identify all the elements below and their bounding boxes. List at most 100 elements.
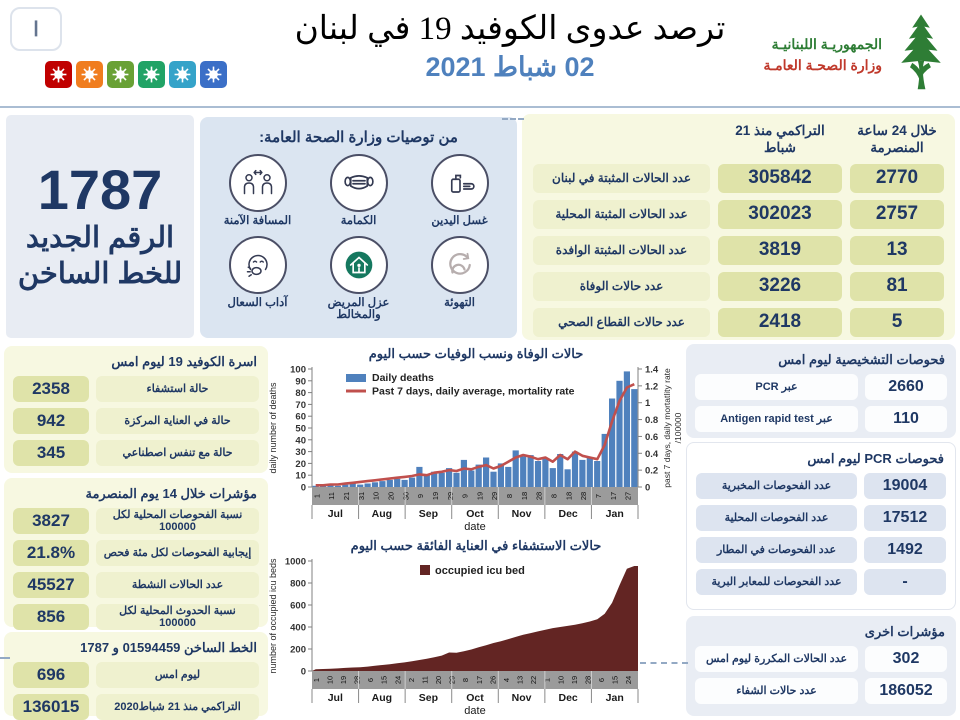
summary-value-cumulative: 3226 xyxy=(718,271,842,301)
svg-text:29: 29 xyxy=(490,492,499,500)
pcr-label: عدد الفحوصات المحلية xyxy=(696,505,857,531)
diagnostic-tests-title: فحوصات التشخيصية ليوم امس xyxy=(778,352,945,367)
svg-text:6: 6 xyxy=(597,678,606,682)
svg-text:9: 9 xyxy=(461,494,470,498)
rec-cough-etiquette: آداب السعال xyxy=(209,235,306,322)
hotline-stat-value: 136015 xyxy=(13,694,89,720)
covid-beds-title: اسرة الكوفيد 19 ليوم امس xyxy=(111,354,257,369)
virus-icon xyxy=(169,61,196,88)
hotline-stats-title: الخط الساخن 01594459 و 1787 xyxy=(80,640,257,655)
hotline-caption-2: للخط الساخن xyxy=(17,257,183,290)
svg-text:600: 600 xyxy=(290,601,306,612)
svg-text:4: 4 xyxy=(502,678,511,682)
svg-text:21: 21 xyxy=(342,492,351,500)
svg-text:10: 10 xyxy=(372,492,381,500)
indicator-label: إيجابية الفحوصات لكل مئة فحص xyxy=(96,540,259,567)
other-indicators-panel: مؤشرات اخرى 302 عدد الحالات المكررة ليوم… xyxy=(686,616,956,716)
summary-value-24h: 81 xyxy=(850,271,944,301)
logo-line-ministry: وزارة الصحـة العامـة xyxy=(763,57,882,73)
summary-value-cumulative: 2418 xyxy=(718,307,842,337)
svg-text:10: 10 xyxy=(325,676,334,684)
diagnostic-value: 2660 xyxy=(865,374,947,400)
beds-label: حالة استشفاء xyxy=(96,376,259,402)
svg-text:50: 50 xyxy=(295,424,306,435)
pcr-label: عدد الفحوصات للمعابر البرية xyxy=(696,569,857,595)
icu-chart: 0200400600800100011019286152421120298172… xyxy=(268,557,639,717)
hotline-stat-value: 696 xyxy=(13,662,89,688)
summary-col-header-spacer xyxy=(533,123,710,157)
indicators-14d-panel: مؤشرات خلال 14 يوم المنصرمة نسبة الفحوصا… xyxy=(4,478,268,631)
recommendations-panel: من توصيات وزارة الصحة العامة: غسل اليدين… xyxy=(200,117,517,338)
svg-text:30: 30 xyxy=(295,447,306,458)
indicator-value: 856 xyxy=(13,604,89,631)
hotline-stat-label: ليوم امس xyxy=(96,662,259,688)
icu-chart-block: حالات الاستشفاء في العناية الفائقة حسب ا… xyxy=(266,538,686,720)
svg-text:13: 13 xyxy=(516,676,525,684)
header-title-block: ترصد عدوى الكوفيد 19 في لبنان 02 شباط 20… xyxy=(280,10,740,83)
svg-text:Nov: Nov xyxy=(512,692,532,704)
svg-text:Jan: Jan xyxy=(606,508,624,520)
hotline-stats-panel: الخط الساخن 01594459 و 1787 ليوم امس 696… xyxy=(4,632,268,720)
summary-row-label: عدد الحالات المثبتة الوافدة xyxy=(533,235,710,265)
mask-icon xyxy=(329,154,388,212)
svg-text:40: 40 xyxy=(295,435,306,446)
hotline-stat-label: التراكمي منذ 21 شباط2020 xyxy=(96,694,259,720)
virus-icon xyxy=(107,61,134,88)
summary-col-header-24h: خلال 24 ساعة المنصرمة xyxy=(857,123,937,155)
svg-text:1: 1 xyxy=(312,494,321,498)
ventilation-icon xyxy=(430,235,489,294)
svg-text:7: 7 xyxy=(594,494,603,498)
deaths-chart-title: حالات الوفاة ونسب الوفيات حسب اليوم xyxy=(368,346,584,361)
svg-text:20: 20 xyxy=(295,459,306,470)
svg-text:Oct: Oct xyxy=(466,508,484,520)
hotline-number: 1787 xyxy=(37,157,163,221)
pcr-label: عدد الفحوصات في المطار xyxy=(696,537,857,563)
svg-text:19: 19 xyxy=(570,676,579,684)
svg-text:26: 26 xyxy=(488,676,497,684)
svg-text:27: 27 xyxy=(624,492,633,500)
virus-icon-row xyxy=(45,61,227,88)
svg-text:0: 0 xyxy=(301,483,306,494)
svg-text:28: 28 xyxy=(584,676,593,684)
covid-beds-panel: اسرة الكوفيد 19 ليوم امس حالة استشفاء 23… xyxy=(4,346,268,473)
safe-distance-icon xyxy=(228,154,287,212)
summary-value-cumulative: 305842 xyxy=(718,163,842,193)
svg-text:1: 1 xyxy=(312,678,321,682)
svg-text:Jan: Jan xyxy=(606,692,624,704)
svg-text:past 7 days, daily mortatlity: past 7 days, daily mortatlity rate xyxy=(662,368,672,488)
logo-line-republic: الجمهوريـة اللبنانيـة xyxy=(771,36,882,52)
summary-value-cumulative: 302023 xyxy=(718,199,842,229)
svg-text:/100000: /100000 xyxy=(673,412,683,443)
svg-text:18: 18 xyxy=(520,492,529,500)
rec-isolation: عزل المريض والمخالط xyxy=(310,235,407,322)
svg-text:8: 8 xyxy=(505,494,514,498)
summary-value-24h: 2757 xyxy=(850,199,944,229)
svg-text:60: 60 xyxy=(295,412,306,423)
summary-row-label: عدد الحالات المثبتة المحلية xyxy=(533,199,710,229)
svg-text:18: 18 xyxy=(564,492,573,500)
svg-text:400: 400 xyxy=(290,623,306,634)
icu-chart-title: حالات الاستشفاء في العناية الفائقة حسب ا… xyxy=(350,538,602,553)
svg-text:date: date xyxy=(464,705,485,717)
svg-text:28: 28 xyxy=(353,676,362,684)
svg-text:1000: 1000 xyxy=(285,557,306,568)
svg-text:0.2: 0.2 xyxy=(645,466,658,477)
beds-label: حالة مع تنفس اصطناعي xyxy=(96,440,259,466)
indicator-value: 21.8% xyxy=(13,540,89,567)
indicator-value: 45527 xyxy=(13,572,89,599)
svg-text:19: 19 xyxy=(431,492,440,500)
dashed-connector xyxy=(0,657,10,659)
svg-text:19: 19 xyxy=(339,676,348,684)
isolation-icon xyxy=(329,235,388,294)
svg-text:24: 24 xyxy=(624,676,633,684)
svg-text:9: 9 xyxy=(416,494,425,498)
svg-text:30: 30 xyxy=(401,492,410,500)
svg-text:15: 15 xyxy=(611,676,620,684)
slide-indicator: ا xyxy=(10,7,62,51)
svg-text:22: 22 xyxy=(529,676,538,684)
rec-label: التهوئة xyxy=(444,296,475,309)
summary-row-label: عدد حالات القطاع الصحي xyxy=(533,307,710,337)
svg-text:28: 28 xyxy=(579,492,588,500)
indicator-label: عدد الحالات النشطة xyxy=(96,572,259,599)
recommendations-grid: غسل اليدين الكمامة المسافة الآمنة xyxy=(209,154,508,322)
